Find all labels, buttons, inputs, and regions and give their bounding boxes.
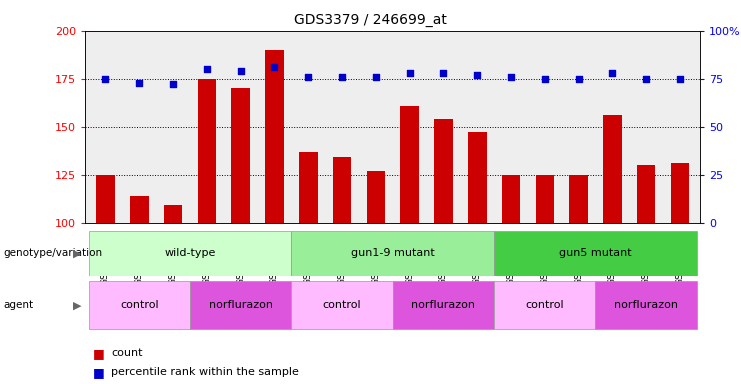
Text: gun1-9 mutant: gun1-9 mutant [350, 248, 435, 258]
Point [99, 76, 111, 82]
Point [167, 81, 179, 88]
Point [404, 70, 416, 76]
Text: percentile rank within the sample: percentile rank within the sample [111, 367, 299, 377]
Bar [637, 165, 656, 223]
Bar [291, 231, 494, 276]
Text: genotype/variation: genotype/variation [4, 248, 103, 258]
Bar [536, 175, 554, 223]
Text: ▶: ▶ [73, 300, 82, 310]
Text: control: control [120, 300, 159, 310]
Point [201, 66, 213, 72]
Bar [164, 205, 182, 223]
Text: gun5 mutant: gun5 mutant [559, 248, 632, 258]
Point [674, 76, 686, 82]
Bar [367, 171, 385, 223]
Point [336, 74, 348, 80]
Bar [198, 79, 216, 223]
Point [268, 64, 280, 70]
Bar [494, 231, 697, 276]
Point [539, 76, 551, 82]
Point [235, 68, 247, 74]
Bar [333, 157, 351, 223]
Point [471, 72, 483, 78]
Text: ▶: ▶ [73, 248, 82, 258]
Bar [468, 132, 487, 223]
Bar [231, 88, 250, 223]
Bar [671, 163, 689, 223]
Text: ■: ■ [93, 366, 104, 379]
Bar [89, 231, 291, 276]
Point [302, 74, 314, 80]
Point [437, 70, 449, 76]
Text: agent: agent [4, 300, 34, 310]
Bar [130, 196, 149, 223]
Text: control: control [323, 300, 362, 310]
Point [606, 70, 618, 76]
Bar [596, 281, 697, 329]
Bar [89, 281, 190, 329]
Point [505, 74, 517, 80]
Bar [291, 281, 393, 329]
Bar [265, 50, 284, 223]
Text: norflurazon: norflurazon [411, 300, 476, 310]
Point [640, 76, 652, 82]
Point [133, 79, 145, 86]
Bar [569, 175, 588, 223]
Point [370, 74, 382, 80]
Bar [299, 152, 318, 223]
Text: wild-type: wild-type [165, 248, 216, 258]
Bar [502, 175, 520, 223]
Bar [603, 115, 622, 223]
Bar [96, 175, 115, 223]
Bar [400, 106, 419, 223]
Bar [494, 281, 596, 329]
Text: count: count [111, 348, 143, 358]
Bar [434, 119, 453, 223]
Text: control: control [525, 300, 564, 310]
Text: GDS3379 / 246699_at: GDS3379 / 246699_at [294, 13, 447, 27]
Text: ■: ■ [93, 347, 104, 360]
Text: norflurazon: norflurazon [614, 300, 678, 310]
Text: norflurazon: norflurazon [209, 300, 273, 310]
Bar [393, 281, 494, 329]
Bar [190, 281, 291, 329]
Point [573, 76, 585, 82]
